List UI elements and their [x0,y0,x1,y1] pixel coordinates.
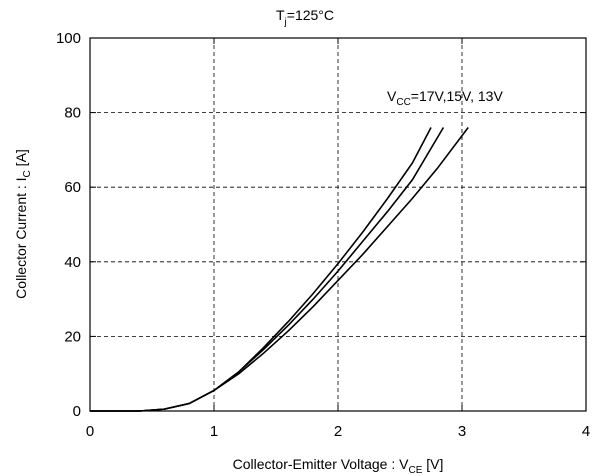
chart-title: Tj=125°C [276,7,334,28]
x-tick-label: 2 [334,423,342,440]
x-tick-label: 1 [210,423,218,440]
y-tick-label: 0 [73,403,81,420]
x-tick-label: 0 [86,423,94,440]
series-line-2 [90,127,445,412]
x-axis-label: Collector-Emitter Voltage : VCE [V] [233,456,444,476]
y-tick-label: 20 [64,328,81,345]
series-group [90,127,469,412]
curve-annotation: VCC=17V,15V, 13V [387,88,503,108]
y-tick-label: 60 [64,179,81,196]
y-tick-label: 80 [64,105,81,122]
y-tick-label: 100 [56,30,81,47]
x-tick-label: 3 [458,423,466,440]
y-axis-label: Collector Current : IC [A] [13,149,33,299]
ticks [89,37,587,412]
series-line-1 [90,127,432,412]
grid [90,38,586,411]
x-tick-label: 4 [582,423,590,440]
y-tick-label: 40 [64,254,81,271]
series-line-3 [90,127,469,412]
